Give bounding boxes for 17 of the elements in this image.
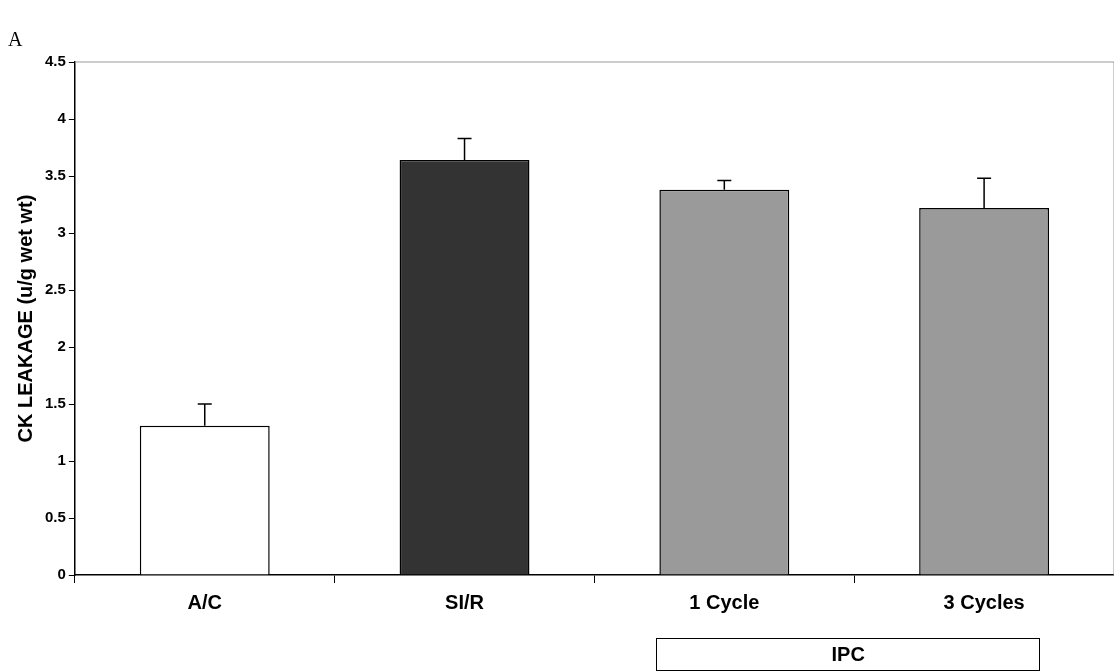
text: A <box>8 28 23 51</box>
y-tick-label: 1 <box>57 451 66 469</box>
x-tick-label: 1 Cycle <box>689 590 760 613</box>
y-tick-label: 4.5 <box>44 52 66 70</box>
y-tick-label: 0.5 <box>44 508 66 526</box>
text: IPC <box>656 638 1041 671</box>
y-tick-label: 2.5 <box>44 280 66 298</box>
x-tick-label: 3 Cycles <box>943 590 1025 613</box>
x-tick-label: A/C <box>187 590 222 613</box>
y-axis-title: CK LEAKAGE (u/g wet wt) <box>13 194 36 443</box>
y-tick-label: 3 <box>57 223 66 241</box>
y-tick-label: 0 <box>57 565 66 583</box>
y-tick-label: 2 <box>57 337 66 355</box>
y-tick-label: 4 <box>57 109 67 127</box>
x-tick-label: SI/R <box>445 590 485 613</box>
y-tick-label: 3.5 <box>44 166 66 184</box>
y-tick-label: 1.5 <box>44 394 66 412</box>
